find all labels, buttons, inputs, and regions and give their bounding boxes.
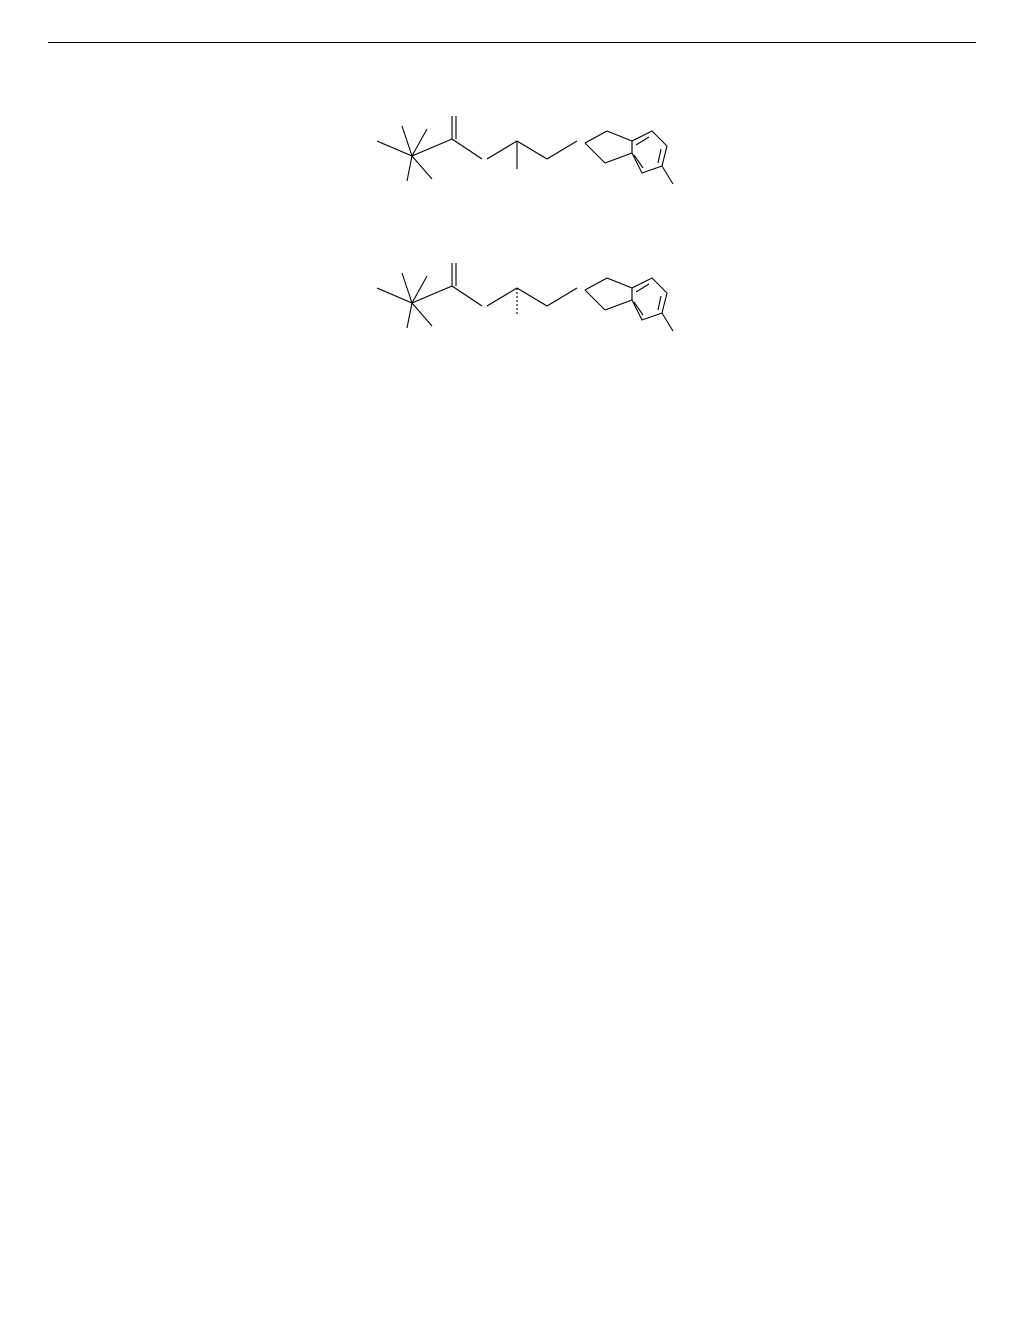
structure-iva-a xyxy=(48,226,976,366)
left-column xyxy=(48,71,976,374)
structure-iva xyxy=(48,81,976,216)
page-header xyxy=(48,40,976,43)
